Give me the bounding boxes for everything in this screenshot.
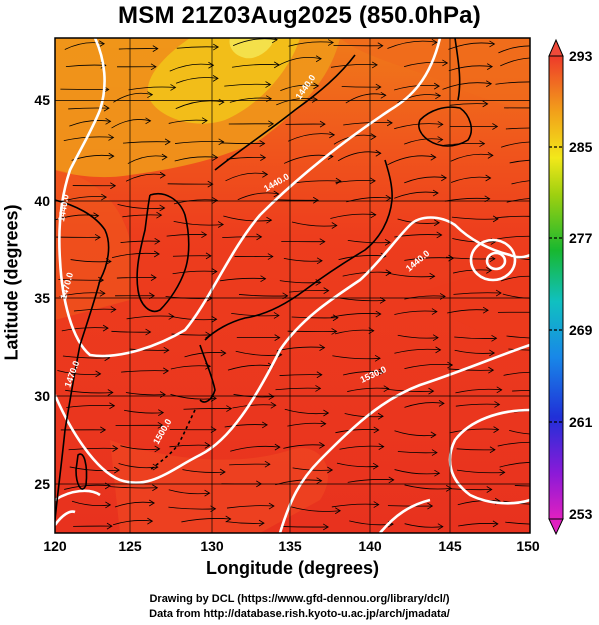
streamlines <box>55 38 530 531</box>
y-tick-label: 40 <box>34 193 50 209</box>
x-tick-label: 125 <box>118 538 142 554</box>
x-tick-label: 130 <box>200 538 224 554</box>
map-title: MSM 21Z03Aug2025 (850.0hPa) <box>118 2 481 29</box>
temperature-shading <box>55 38 530 533</box>
colorbar-tick-label: 285 <box>569 139 593 155</box>
height-contours <box>55 38 530 533</box>
coastlines <box>55 38 472 521</box>
colorbar-tick-label: 293 <box>569 48 593 64</box>
credit-drawing: Drawing by DCL (https://www.gfd-dennou.o… <box>149 593 450 605</box>
colorbar-tick-label: 277 <box>569 230 593 246</box>
x-tick-label: 135 <box>278 538 302 554</box>
y-tick-label: 35 <box>34 290 50 306</box>
y-tick-label: 30 <box>34 388 50 404</box>
credit-data: Data from http://database.rish.kyoto-u.a… <box>149 608 450 620</box>
y-tick-label: 25 <box>34 476 50 492</box>
colorbar-tick-label: 253 <box>569 506 593 522</box>
y-axis-label: Latitude (degrees) <box>1 204 22 361</box>
colorbar-tick-label: 261 <box>569 414 593 430</box>
x-tick-label: 145 <box>438 538 462 554</box>
x-axis-label: Longitude (degrees) <box>205 558 379 578</box>
plot-frame <box>54 37 531 534</box>
y-tick-label: 45 <box>34 92 50 108</box>
colorbar: 293 285 277 269 261 253 <box>548 38 593 536</box>
x-tick-label: 140 <box>358 538 382 554</box>
x-tick-label: 120 <box>43 538 67 554</box>
graticule <box>55 38 530 533</box>
y-ticks: 25 30 35 40 45 <box>34 92 50 492</box>
contour-label: 1440.0 <box>56 193 71 222</box>
x-ticks: 120 125 130 135 140 145 150 <box>43 538 540 554</box>
x-tick-label: 150 <box>516 538 540 554</box>
colorbar-tick-label: 269 <box>569 322 593 338</box>
